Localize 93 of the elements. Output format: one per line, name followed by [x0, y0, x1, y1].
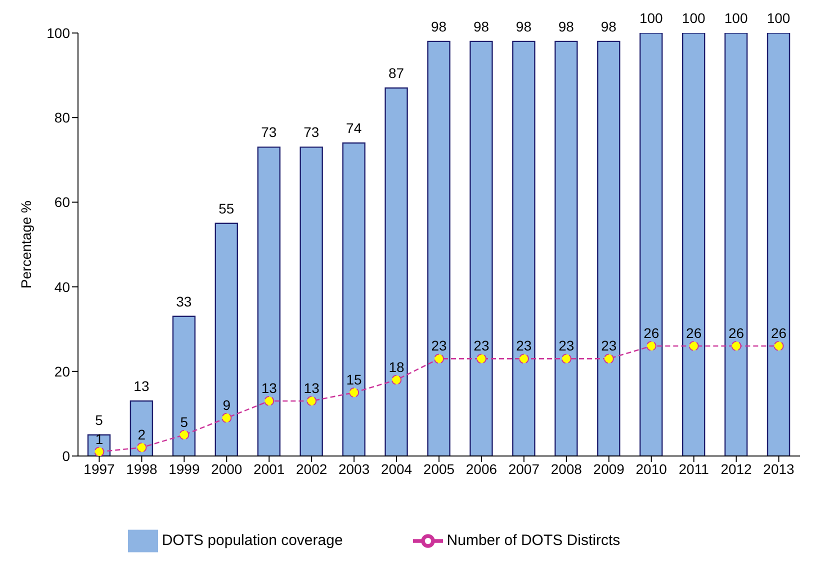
x-tick-label: 2008	[550, 460, 582, 477]
y-tick-label: 0	[62, 448, 70, 464]
data-label: 33	[176, 293, 192, 310]
y-tick-label: 40	[54, 278, 70, 295]
data-label: 98	[516, 18, 532, 34]
x-tick-label: 2006	[466, 460, 498, 477]
data-label: 5	[180, 414, 188, 430]
point	[774, 341, 784, 352]
point	[518, 354, 529, 364]
x-tick-label: 2012	[720, 460, 752, 477]
bar	[640, 33, 663, 456]
bar	[512, 40, 536, 456]
data-label: 26	[770, 325, 787, 342]
point	[94, 446, 104, 456]
bar	[597, 40, 620, 456]
data-label: 23	[601, 338, 617, 354]
bar	[257, 146, 280, 456]
data-label: 98	[600, 18, 617, 34]
x-tick-label: 2007	[508, 460, 540, 477]
point	[306, 396, 317, 406]
legend-label: Number of DOTS Distircts	[446, 532, 620, 549]
bar	[470, 40, 493, 456]
bar	[384, 87, 408, 456]
x-tick-label: 2010	[636, 460, 668, 477]
x-tick-label: 2003	[338, 460, 370, 477]
x-tick-label: 2013	[763, 460, 795, 477]
data-label: 87	[388, 64, 404, 81]
data-label: 23	[558, 338, 574, 354]
data-label: 100	[724, 10, 748, 26]
data-label: 15	[346, 372, 362, 388]
y-tick-label: 100	[46, 24, 70, 41]
data-label: 73	[261, 124, 277, 140]
data-label: 5	[95, 412, 104, 428]
x-tick-label: 1998	[126, 460, 158, 477]
data-label: 13	[261, 380, 278, 396]
x-tick-label: 2005	[423, 460, 455, 477]
x-tick-label: 2001	[254, 460, 285, 477]
point	[136, 442, 147, 453]
data-label: 9	[222, 396, 231, 413]
data-label: 100	[639, 10, 664, 26]
y-axis-title: Percentage %	[18, 200, 34, 288]
data-label: 13	[304, 380, 320, 396]
point	[179, 430, 190, 440]
data-label: 98	[430, 18, 447, 34]
data-label: 1	[95, 430, 104, 447]
point	[646, 341, 656, 352]
data-label: 100	[766, 10, 790, 26]
point	[264, 396, 274, 406]
data-label: 23	[516, 338, 532, 354]
data-label: 74	[346, 120, 362, 136]
x-tick-label: 1997	[84, 460, 116, 477]
data-label: 98	[473, 18, 490, 34]
x-tick-label: 2004	[380, 460, 412, 477]
point	[604, 354, 614, 364]
point	[476, 354, 486, 364]
bar	[130, 400, 154, 456]
point	[731, 341, 742, 352]
bar	[554, 40, 578, 456]
point	[688, 341, 699, 352]
data-label: 98	[558, 18, 574, 34]
bar	[214, 222, 238, 456]
data-label: 26	[686, 325, 702, 342]
y-tick-label: 60	[54, 194, 70, 210]
bar	[427, 40, 450, 456]
data-label: 73	[304, 124, 320, 140]
x-tick-label: 1999	[168, 460, 200, 477]
data-label: 23	[431, 338, 447, 354]
x-tick-label: 2009	[593, 460, 625, 477]
bar	[682, 33, 706, 456]
bar	[766, 33, 790, 456]
x-tick-label: 2000	[211, 460, 242, 477]
point	[434, 354, 444, 364]
point	[392, 374, 402, 385]
data-label: 26	[644, 325, 660, 342]
bar	[724, 33, 748, 456]
legend-label: DOTS population coverage	[162, 532, 343, 549]
x-tick-label: 2002	[296, 460, 328, 477]
y-tick-label: 80	[54, 110, 70, 126]
data-label: 13	[134, 378, 150, 394]
x-tick-label: 2011	[678, 460, 710, 477]
point	[222, 412, 232, 423]
point	[561, 354, 572, 364]
data-label: 100	[682, 10, 706, 26]
bar	[342, 142, 366, 456]
point	[349, 388, 360, 398]
data-label: 2	[138, 426, 146, 443]
data-label: 23	[474, 338, 490, 354]
bar	[300, 146, 323, 456]
bar	[172, 316, 196, 456]
data-label: 18	[388, 358, 405, 375]
y-tick-label: 20	[54, 363, 70, 380]
data-label: 26	[728, 325, 744, 342]
data-label: 55	[218, 200, 234, 216]
